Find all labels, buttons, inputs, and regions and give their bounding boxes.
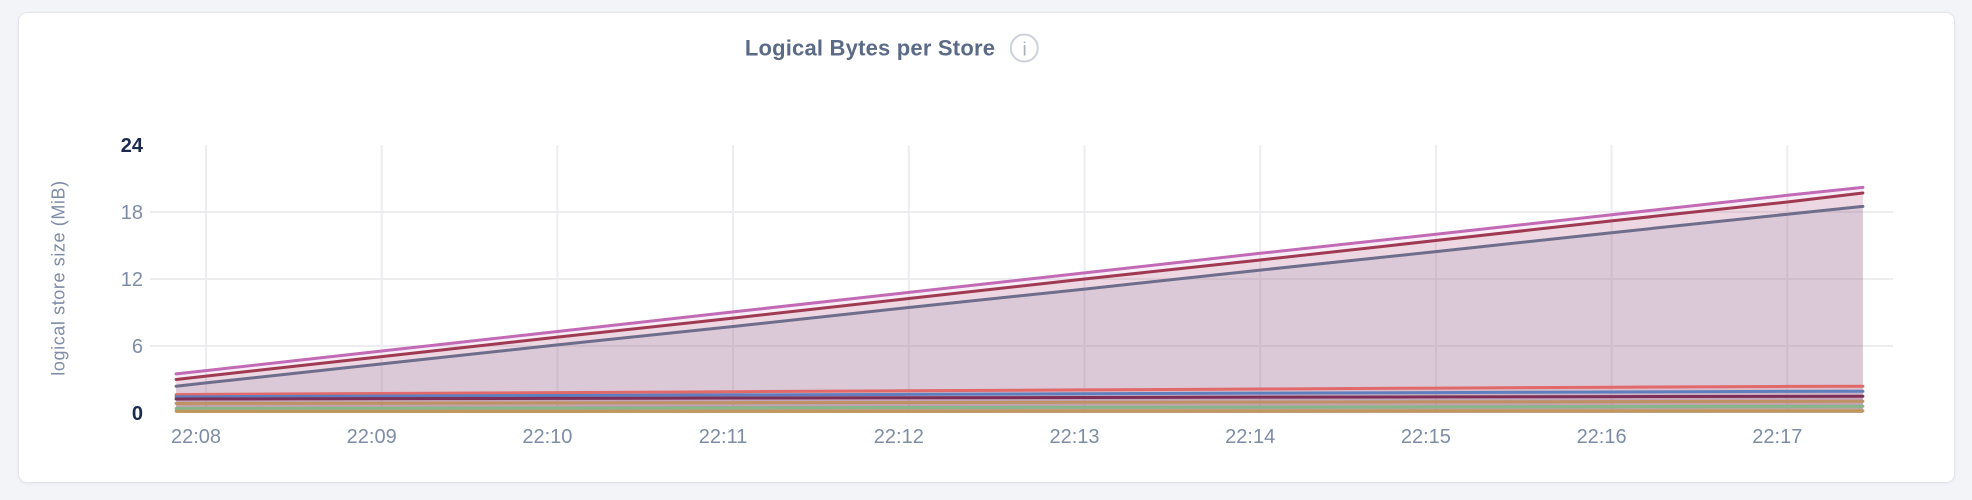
series-line-store-6 <box>174 394 1865 401</box>
series-line-store-2 <box>174 191 1865 381</box>
y-tick-label: 18 <box>121 202 143 224</box>
y-tick-label: 0 <box>132 403 143 425</box>
series-line-store-1 <box>174 185 1865 376</box>
series-line-store-4 <box>174 384 1865 397</box>
series-line-store-3 <box>174 204 1865 388</box>
series-area-store-3 <box>176 206 1863 413</box>
x-tick-label: 22:11 <box>699 426 748 448</box>
chart-header: Logical Bytes per Store i <box>744 33 1040 63</box>
x-tick-label: 22:14 <box>1225 426 1275 448</box>
series-line-store-7 <box>174 399 1865 405</box>
series-area-store-2 <box>176 193 1863 413</box>
y-tick-label: 24 <box>121 135 144 157</box>
y-tick-label: 6 <box>132 336 143 358</box>
x-tick-label: 22:15 <box>1401 426 1451 448</box>
x-tick-label: 22:16 <box>1577 426 1627 448</box>
series-area-store-1 <box>176 187 1863 413</box>
x-tick-label: 22:13 <box>1049 426 1099 448</box>
x-tick-label: 22:12 <box>874 426 924 448</box>
x-tick-label: 22:10 <box>522 426 572 448</box>
x-tick-label: 22:17 <box>1752 426 1802 448</box>
x-tick-label: 22:08 <box>171 426 221 448</box>
y-tick-label: 12 <box>121 269 143 291</box>
series-line-store-9 <box>174 409 1865 413</box>
info-icon[interactable]: i <box>1010 33 1040 63</box>
series-line-store-8 <box>174 404 1865 410</box>
chart-title: Logical Bytes per Store <box>744 35 996 60</box>
series-line-store-5 <box>174 389 1865 399</box>
x-tick-label: 22:09 <box>347 426 397 448</box>
